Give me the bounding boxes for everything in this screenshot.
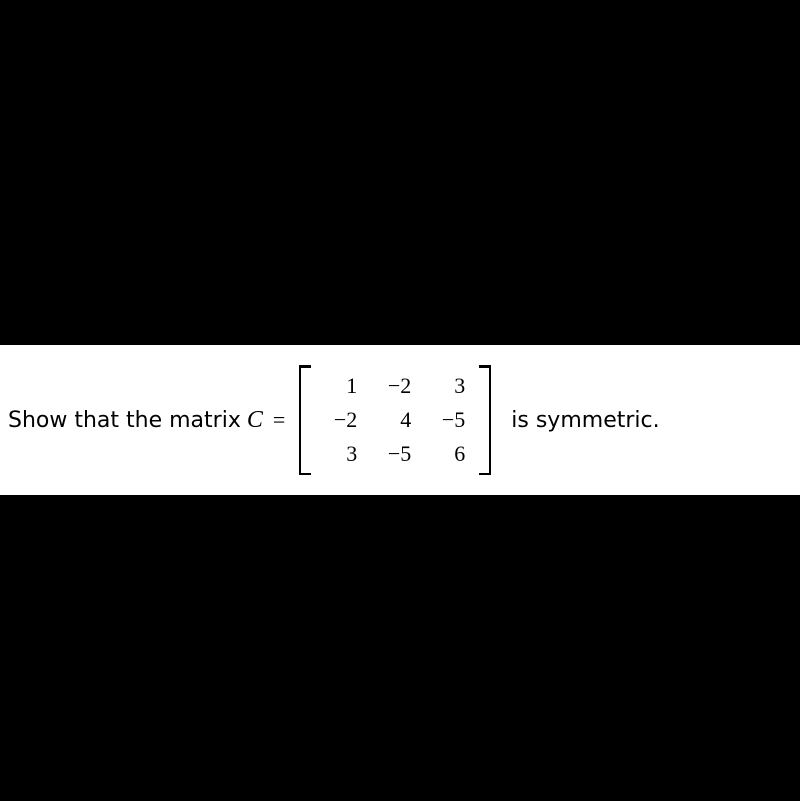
prompt-text-before: Show that the matrix: [0, 408, 245, 433]
matrix-cell: 3: [433, 373, 465, 399]
matrix-variable: C: [245, 407, 267, 434]
matrix-grid: 1 −2 3 −2 4 −5 3 −5 6: [313, 365, 477, 475]
matrix-cell: 1: [325, 373, 357, 399]
left-bracket: [299, 365, 313, 475]
matrix-cell: 6: [433, 441, 465, 467]
right-bracket: [477, 365, 491, 475]
content-panel: Show that the matrix C = 1 −2 3 −2 4 −5 …: [0, 345, 800, 495]
matrix-cell: −5: [433, 407, 465, 433]
matrix-cell: −2: [325, 407, 357, 433]
matrix-cell: 4: [379, 407, 411, 433]
equals-sign: =: [267, 407, 295, 433]
matrix-cell: −5: [379, 441, 411, 467]
matrix-cell: −2: [379, 373, 411, 399]
matrix-cell: 3: [325, 441, 357, 467]
matrix-container: 1 −2 3 −2 4 −5 3 −5 6: [299, 365, 491, 475]
prompt-text-after: is symmetric.: [495, 408, 659, 433]
